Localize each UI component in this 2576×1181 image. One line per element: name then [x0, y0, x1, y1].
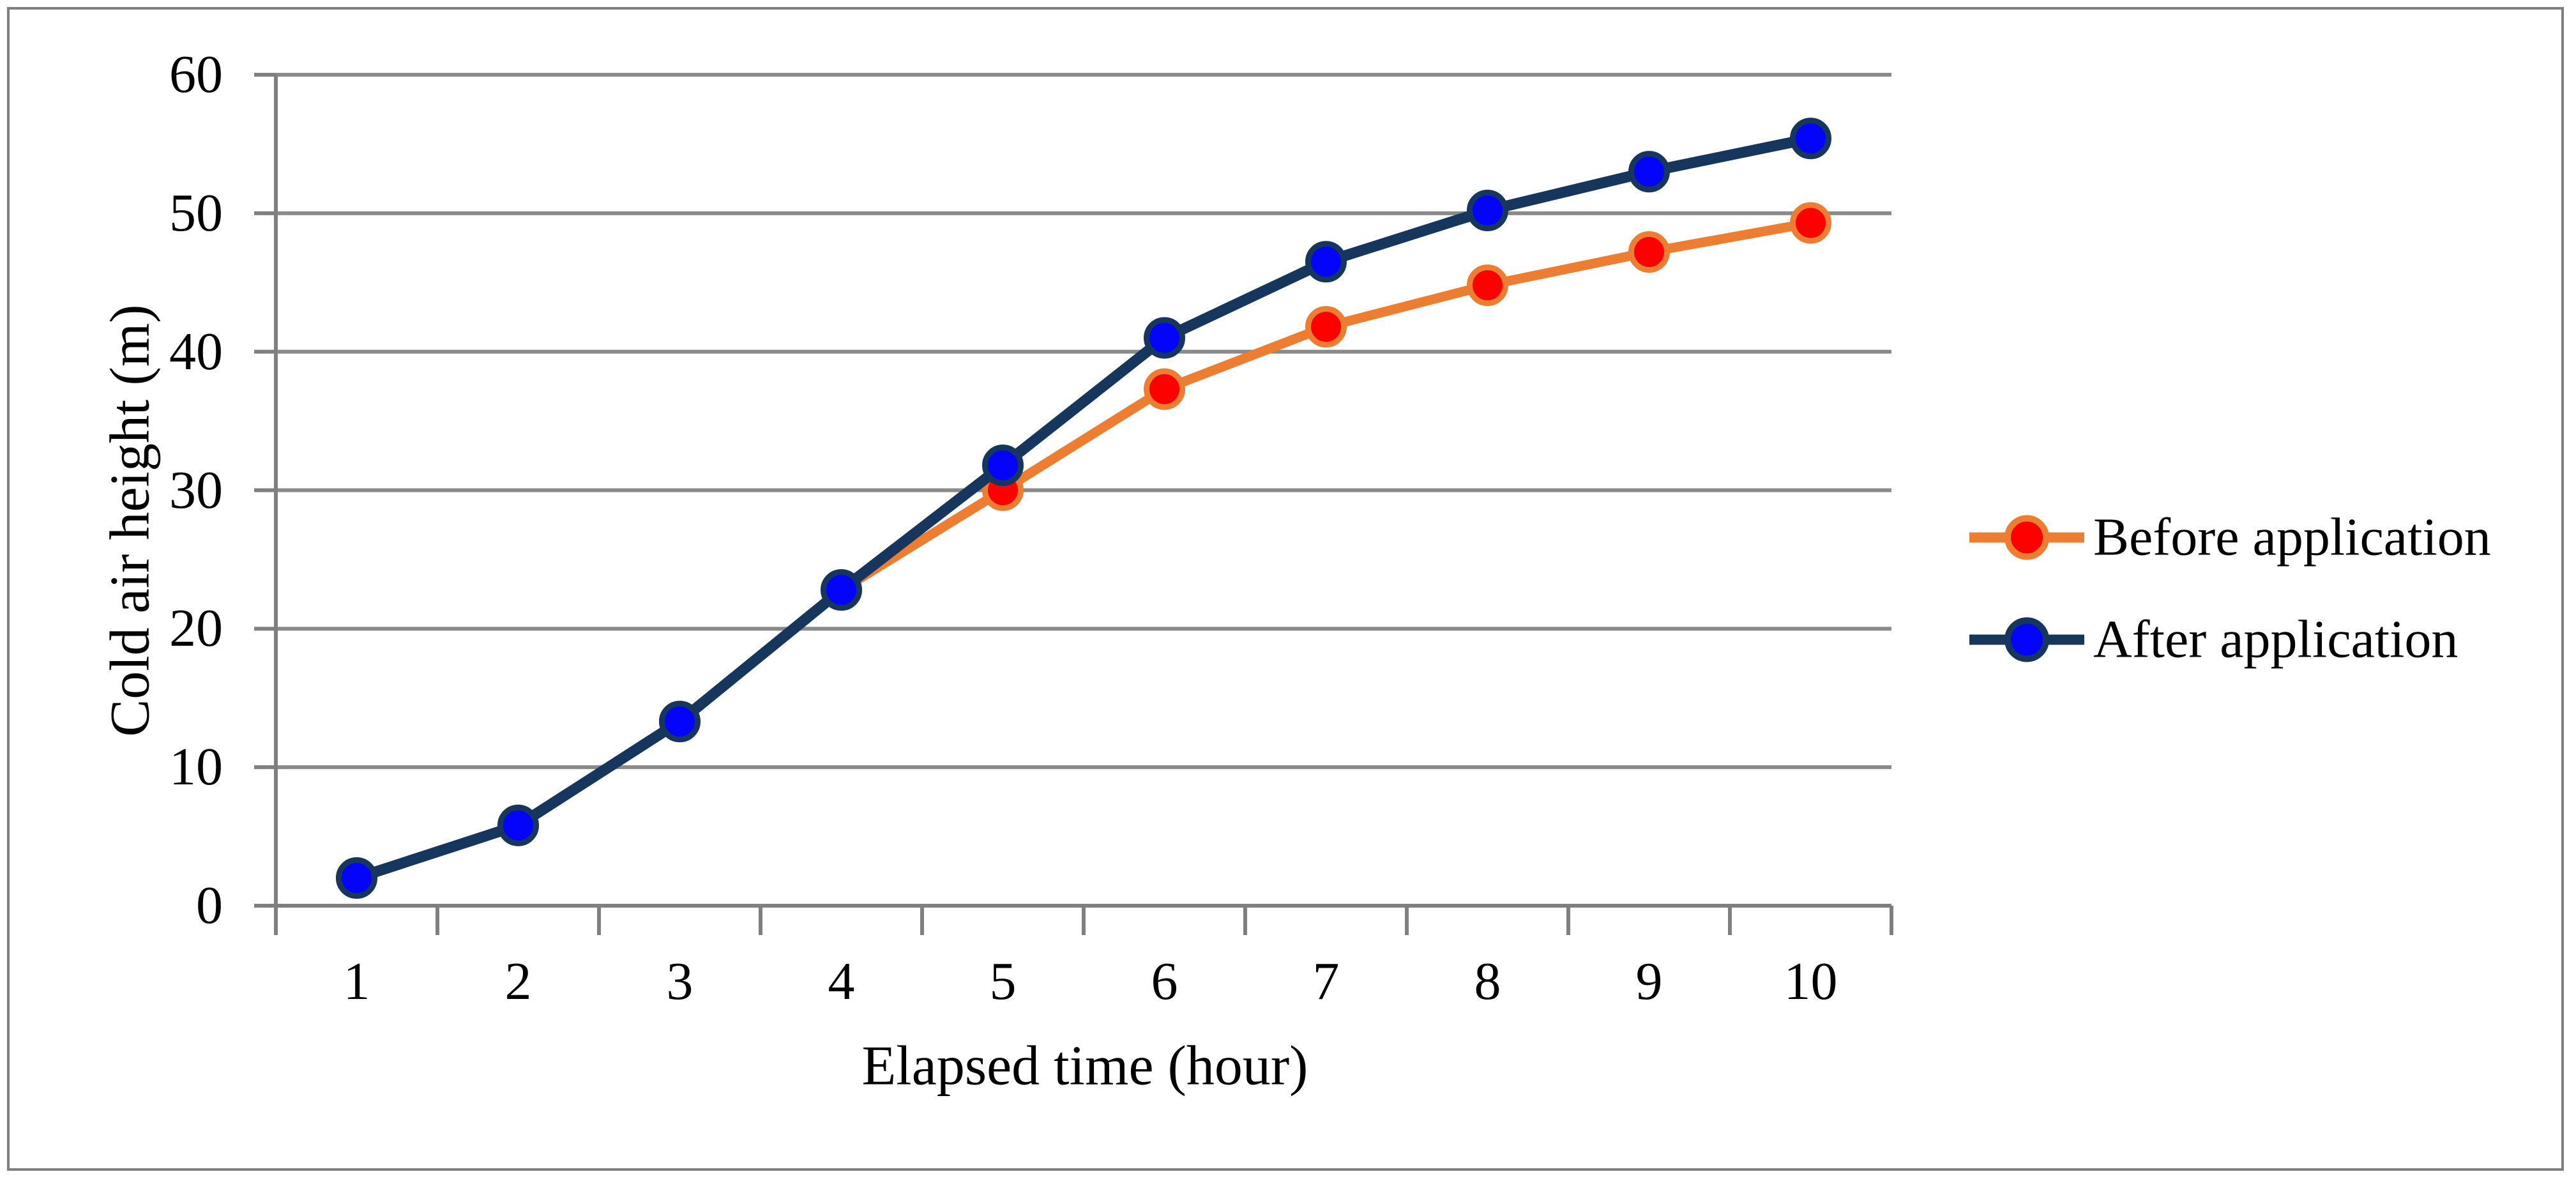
x-tick-label-7: 7	[1312, 952, 1340, 1011]
y-tick-label-20: 20	[169, 598, 223, 659]
y-tick-label-10: 10	[169, 737, 223, 797]
x-tick-label-8: 8	[1474, 952, 1501, 1011]
y-tick-label-0: 0	[196, 876, 223, 935]
legend-item-after-application: After application	[1964, 609, 2458, 671]
y-tick-label-30: 30	[169, 460, 223, 520]
legend-circle-0	[2004, 515, 2049, 560]
x-tick-label-2: 2	[504, 952, 532, 1011]
x-tick-label-3: 3	[666, 952, 693, 1011]
data-point-marker	[1790, 202, 1831, 244]
before-application-line-marker-icon	[1969, 515, 2084, 560]
series-line-1	[351, 133, 1816, 884]
legend-circle-1	[2004, 617, 2049, 662]
x-tick-label-4: 4	[828, 952, 855, 1011]
figure-frame: Cold air height (m) Elapsed time (hour) …	[7, 7, 2564, 1171]
x-tick-label-9: 9	[1635, 952, 1663, 1011]
y-tick-label-40: 40	[169, 321, 223, 381]
y-tick-label-60: 60	[169, 45, 223, 104]
legend-label-before-application: Before application	[2093, 507, 2491, 567]
x-tick-label-5: 5	[989, 952, 1017, 1011]
data-point-marker	[982, 444, 1024, 486]
legend-label-after-application: After application	[2093, 609, 2459, 669]
y-tick-label-50: 50	[169, 183, 223, 243]
data-point-marker	[1628, 151, 1670, 193]
series-line-0	[352, 218, 1815, 883]
data-point-marker	[1305, 241, 1347, 283]
x-tick-label-10: 10	[1784, 952, 1838, 1011]
legend: Before application After application	[1964, 10, 2558, 1173]
data-point-marker	[1305, 306, 1347, 348]
data-point-marker	[497, 804, 539, 846]
data-point-marker	[336, 857, 377, 899]
data-point-marker	[1144, 368, 1185, 410]
x-axis-title: Elapsed time (hour)	[861, 1035, 1308, 1097]
x-tick-label-1: 1	[343, 952, 370, 1011]
data-point-marker	[1790, 118, 1831, 160]
data-point-marker	[1467, 264, 1508, 307]
x-tick-label-6: 6	[1151, 952, 1178, 1011]
data-point-marker	[1467, 189, 1508, 231]
data-point-marker	[1144, 317, 1185, 359]
data-point-marker	[821, 569, 862, 611]
after-application-line-marker-icon	[1969, 617, 2084, 662]
chart-canvas	[254, 73, 1893, 935]
data-point-marker	[1628, 231, 1670, 273]
legend-item-before-application: Before application	[1964, 507, 2491, 568]
data-point-marker	[659, 701, 701, 743]
